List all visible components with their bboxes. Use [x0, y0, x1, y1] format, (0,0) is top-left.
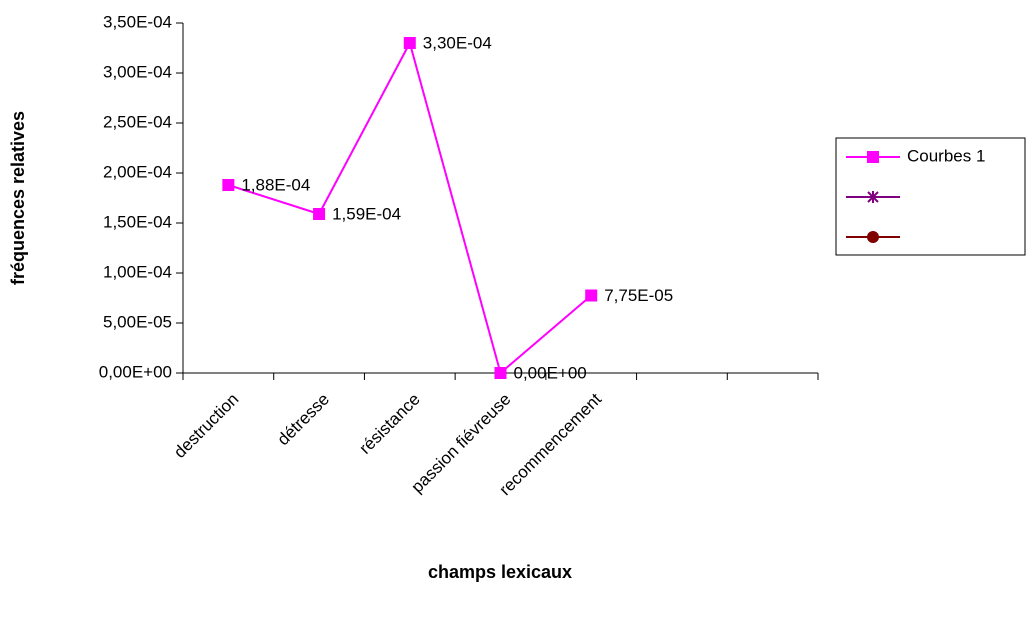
- data-point: [494, 367, 507, 379]
- y-tick-label: 3,00E-04: [103, 62, 172, 81]
- y-tick-label: 0,00E+00: [99, 362, 172, 381]
- x-tick-label: destruction: [170, 390, 242, 462]
- data-label: 1,88E-04: [241, 175, 310, 194]
- data-point: [313, 208, 326, 220]
- y-tick-label: 3,50E-04: [103, 12, 172, 31]
- y-axis-title: fréquences relatives: [8, 111, 28, 285]
- x-tick-label: détresse: [274, 390, 334, 450]
- y-tick-label: 2,00E-04: [103, 162, 172, 181]
- data-label: 7,75E-05: [604, 286, 673, 305]
- data-label: 0,00E+00: [514, 363, 587, 382]
- y-tick-label: 2,50E-04: [103, 112, 172, 131]
- data-label: 3,30E-04: [423, 33, 492, 52]
- x-axis-title: champs lexicaux: [428, 562, 572, 582]
- legend-marker: [867, 151, 879, 163]
- x-tick-label: passion fiévreuse: [408, 390, 515, 497]
- data-label: 1,59E-04: [332, 204, 401, 223]
- y-tick-label: 1,50E-04: [103, 212, 172, 231]
- data-point: [403, 37, 416, 49]
- x-tick-label: recommencement: [496, 389, 606, 499]
- y-tick-label: 5,00E-05: [103, 312, 172, 331]
- x-tick-label: résistance: [356, 390, 424, 458]
- data-point: [222, 179, 235, 191]
- legend-label: Courbes 1: [907, 146, 985, 165]
- series-line: [228, 40, 592, 375]
- data-point: [585, 289, 598, 302]
- legend-marker: [867, 191, 879, 203]
- legend-marker: [867, 231, 879, 243]
- y-tick-label: 1,00E-04: [103, 262, 172, 281]
